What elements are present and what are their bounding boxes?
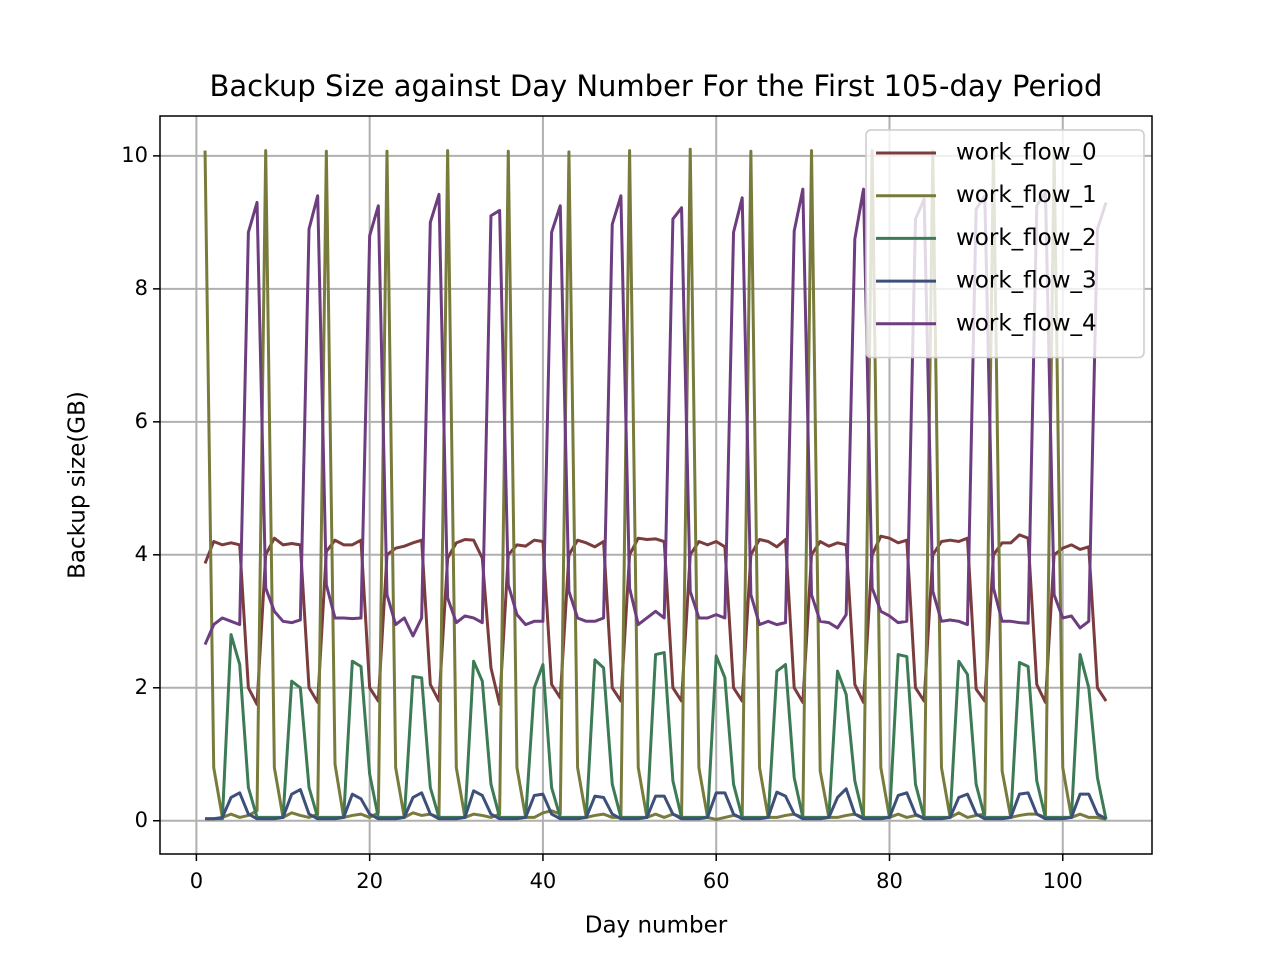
x-tick-label: 40 [530,869,557,893]
x-tick-label: 60 [703,869,730,893]
y-tick-label: 2 [135,675,148,699]
series-line [203,147,1107,821]
chart-title: Backup Size against Day Number For the F… [210,69,1103,103]
y-tick-label: 8 [135,276,148,300]
legend-label: work_flow_4 [956,310,1097,336]
plot-frame [159,115,1153,855]
x-axis-label: Day number [585,913,728,939]
x-tick-label: 100 [1043,869,1083,893]
series-line [203,187,1108,646]
series-line [205,633,1108,821]
y-tick-label: 0 [135,808,148,832]
x-tick-label: 20 [356,869,383,893]
legend-box [865,129,1145,359]
legend-label: work_flow_2 [956,225,1097,251]
legend-label: work_flow_1 [956,182,1097,208]
x-tick-label: 80 [876,869,903,893]
y-axis-label: Backup size(GB) [65,391,91,579]
y-tick-label: 4 [135,542,148,566]
y-tick-label: 6 [135,409,148,433]
y-tick-label: 10 [121,143,148,167]
legend-label: work_flow_3 [956,268,1097,294]
legend: work_flow_0 work_flow_1 work_flow_2 work_fl… [865,129,1145,359]
series-line [205,787,1107,821]
x-tick-label: 0 [190,869,203,893]
series-line [203,533,1108,706]
legend-label: work_flow_0 [956,140,1097,166]
